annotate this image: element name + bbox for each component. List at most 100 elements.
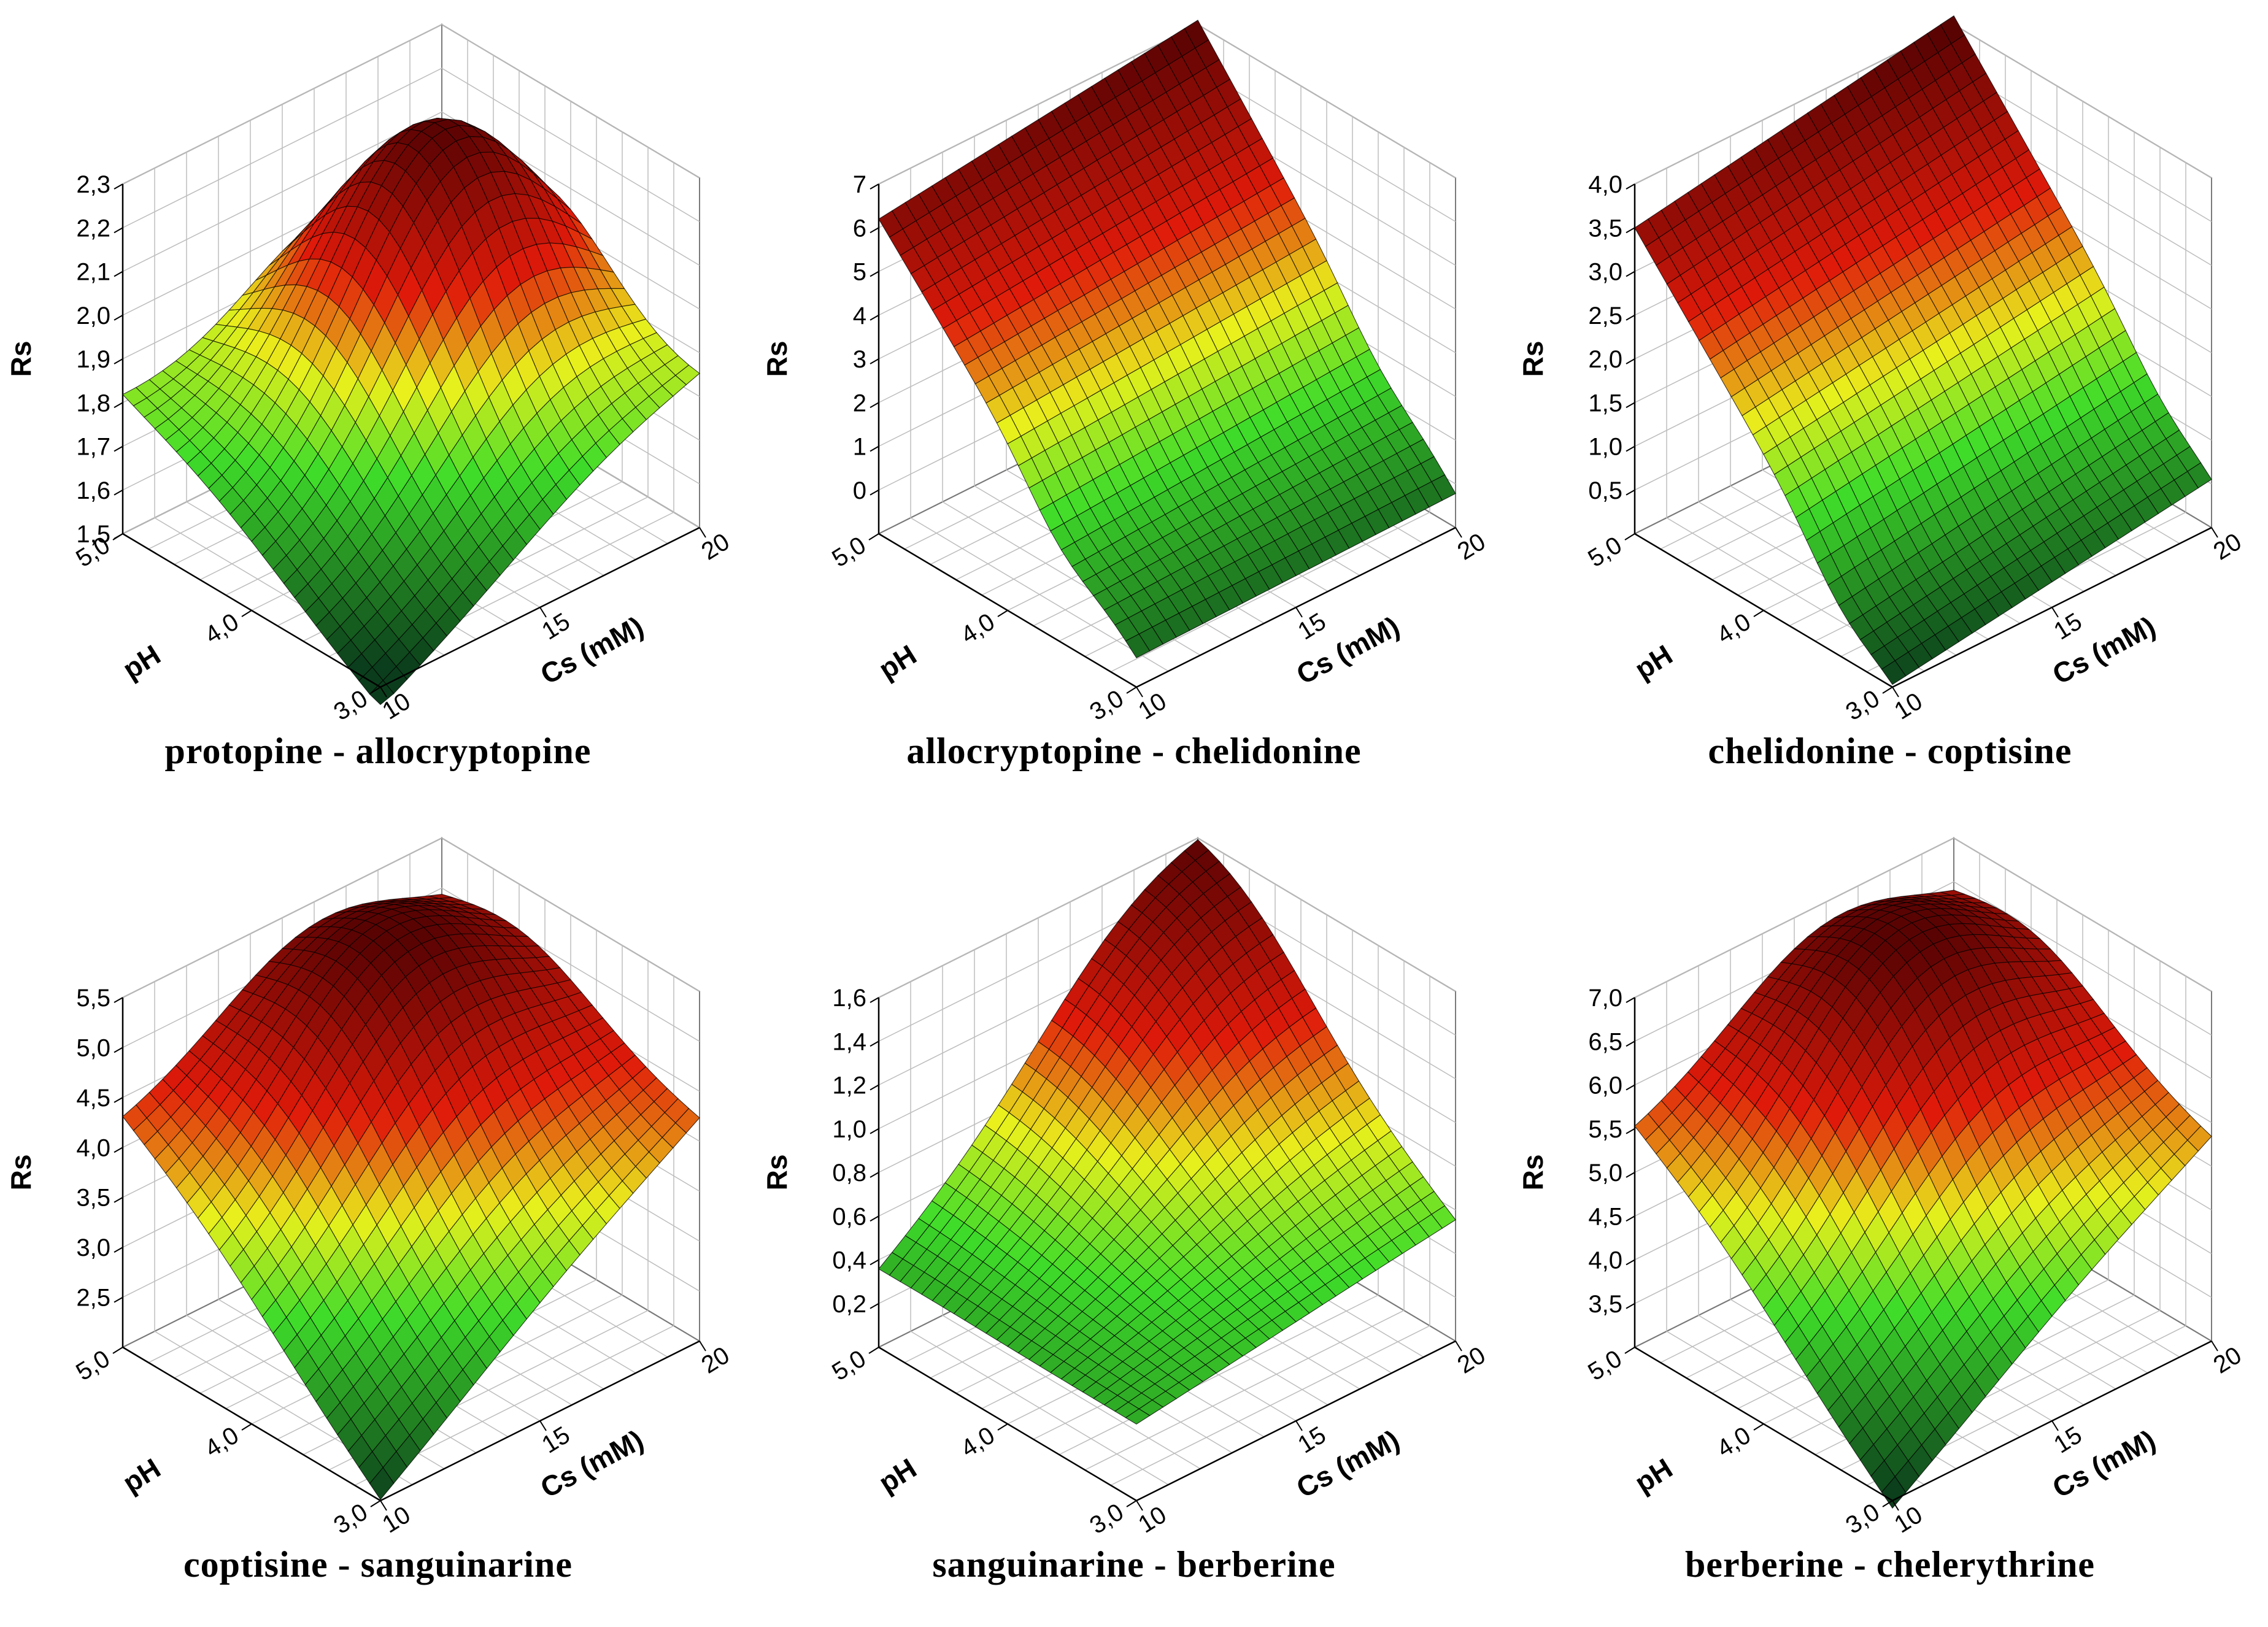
surface-cell <box>369 680 395 706</box>
cs-tick-label: 20 <box>696 1342 734 1379</box>
z-axis: 2,5 3,0 3,5 4,0 4,5 5,0 5,5 Rs <box>5 985 123 1312</box>
surface-panel-6: 3,5 4,0 4,5 5,0 5,5 6,0 6,5 7,0 Rs 3,0 4,0 5,0 pH 10 1… <box>1512 814 2268 1627</box>
z-tick-label: 7,0 <box>1588 985 1622 1012</box>
panel-title: allocryptopine - chelidonine <box>906 731 1362 771</box>
surface-mesh <box>1634 15 2212 685</box>
ph-tick-label: 3,0 <box>1841 1498 1884 1539</box>
z-tick-label: 2 <box>853 390 866 417</box>
cs-tick-label: 20 <box>2208 528 2246 566</box>
ph-tick-label: 3,0 <box>329 685 372 726</box>
ph-tick-label: 3,0 <box>1085 685 1128 726</box>
z-tick-label: 3,0 <box>1588 259 1622 286</box>
z-tick-label: 5,5 <box>76 985 110 1012</box>
cs-tick-label: 10 <box>377 1501 415 1539</box>
cs-tick-label: 15 <box>1293 608 1330 645</box>
z-axis: 0,5 1,0 1,5 2,0 2,5 3,0 3,5 4,0 Rs <box>1517 171 1635 504</box>
cs-tick-label: 15 <box>1293 1421 1330 1459</box>
z-tick-label: 3 <box>853 346 866 373</box>
z-axis-label: Rs <box>5 1155 37 1191</box>
z-tick-label: 4,5 <box>1588 1203 1622 1230</box>
cs-tick-label: 15 <box>537 1421 574 1459</box>
panel-title: berberine - chelerythrine <box>1684 1544 2096 1585</box>
z-tick-label: 3,5 <box>1588 1291 1622 1318</box>
ph-axis-label: pH <box>1629 639 1678 686</box>
panel-title: sanguinarine - berberine <box>932 1544 1336 1585</box>
z-tick-label: 1,5 <box>76 521 110 548</box>
cs-tick-label: 20 <box>1452 1342 1490 1379</box>
z-axis: 3,5 4,0 4,5 5,0 5,5 6,0 6,5 7,0 Rs <box>1517 985 1635 1318</box>
z-tick-label: 5 <box>853 259 866 286</box>
surface-panel-4: 2,5 3,0 3,5 4,0 4,5 5,0 5,5 Rs 3,0 4,0 5,0 pH 10 15 20… <box>0 814 756 1627</box>
cs-tick-label: 20 <box>2208 1342 2246 1379</box>
z-tick-label: 0,5 <box>1588 477 1622 504</box>
cs-tick-label: 10 <box>1889 688 1927 725</box>
z-tick-label: 6 <box>853 215 866 242</box>
z-tick-label: 0,8 <box>832 1160 866 1187</box>
cs-tick-label: 10 <box>1133 1501 1171 1539</box>
surface-panel-5: 0,2 0,4 0,6 0,8 1,0 1,2 1,4 1,6 Rs 3,0 4,0 5,0 pH 10 1… <box>756 814 1512 1627</box>
z-tick-label: 2,5 <box>76 1285 110 1312</box>
surface-panel-1: 1,5 1,6 1,7 1,8 1,9 2,0 2,1 2,2 2,3 Rs 3,0 4,0 5,0 pH… <box>0 0 756 814</box>
z-tick-label: 1 <box>853 434 866 461</box>
z-tick-label: 6,5 <box>1588 1028 1622 1055</box>
z-tick-label: 1,0 <box>1588 434 1622 461</box>
z-tick-label: 2,0 <box>1588 346 1622 373</box>
z-tick-label: 0,6 <box>832 1203 866 1230</box>
panel-title: coptisine - sanguinarine <box>183 1544 573 1585</box>
cs-tick-label: 15 <box>2049 1421 2086 1459</box>
z-tick-label: 1,9 <box>76 346 110 373</box>
cs-tick-label: 15 <box>537 608 574 645</box>
surface-plot: 3,5 4,0 4,5 5,0 5,5 6,0 6,5 7,0 Rs 3,0 4,0 5,0 pH 10 1… <box>1517 837 2247 1539</box>
z-axis-label: Rs <box>5 341 37 377</box>
z-tick-label: 3,5 <box>76 1185 110 1212</box>
ph-axis-label: pH <box>117 1452 166 1499</box>
cs-tick-label: 10 <box>1889 1501 1927 1539</box>
ph-tick-label: 5,0 <box>71 1345 114 1386</box>
surface-cell <box>1881 660 1907 685</box>
surface-mesh <box>1634 890 2212 1509</box>
z-tick-label: 5,0 <box>1588 1160 1622 1187</box>
surface-cell <box>1125 633 1151 659</box>
ph-tick-label: 4,0 <box>1712 608 1755 649</box>
surface-plot: 1,51,61,71,81,92,02,12,22,3Rs3,04,05,0pH… <box>5 23 735 726</box>
ph-tick-label: 5,0 <box>1583 531 1626 572</box>
cs-tick-label: 10 <box>1133 688 1171 725</box>
surface-mesh <box>122 117 700 706</box>
ph-tick-label: 4,0 <box>956 1421 999 1463</box>
surface-panel-3: 0,5 1,0 1,5 2,0 2,5 3,0 3,5 4,0 Rs 3,0 4,0 5,0 pH 10 1… <box>1512 0 2268 814</box>
z-axis: 0 1 2 3 4 5 6 7 Rs <box>761 171 879 504</box>
z-tick-label: 1,6 <box>76 477 110 504</box>
ph-axis-label: pH <box>1629 1452 1678 1499</box>
surface-panel-2: 0 1 2 3 4 5 6 7 Rs 3,0 4,0 5,0 pH 10 15 20 Cs (mM) allocr… <box>756 0 1512 814</box>
surface-cell <box>369 1467 395 1501</box>
surface-mesh <box>878 839 1456 1425</box>
z-tick-label: 1,7 <box>76 434 110 461</box>
surface-cell <box>1881 1475 1907 1509</box>
z-tick-label: 0,2 <box>832 1291 866 1318</box>
ph-tick-label: 4,0 <box>200 608 243 649</box>
z-tick-label: 2,3 <box>76 171 110 198</box>
z-tick-label: 5,0 <box>76 1034 110 1061</box>
z-tick-label: 2,2 <box>76 215 110 242</box>
cs-tick-label: 15 <box>2049 608 2086 645</box>
ph-axis-label: pH <box>873 1452 922 1499</box>
z-tick-label: 1,2 <box>832 1072 866 1099</box>
z-tick-label: 5,5 <box>1588 1116 1622 1143</box>
ph-tick-label: 5,0 <box>1583 1345 1626 1386</box>
z-tick-label: 4,5 <box>76 1085 110 1112</box>
ph-axis-label: pH <box>117 639 166 686</box>
cs-tick-label: 20 <box>1452 528 1490 566</box>
z-axis-label: Rs <box>761 1155 793 1191</box>
z-axis-label: Rs <box>1517 341 1549 377</box>
ph-tick-label: 4,0 <box>956 608 999 649</box>
ph-axis-label: pH <box>873 639 922 686</box>
surface-cell <box>1125 1408 1151 1425</box>
z-tick-label: 0 <box>853 477 866 504</box>
panel-title: chelidonine - coptisine <box>1708 731 2072 771</box>
z-tick-label: 2,1 <box>76 259 110 286</box>
z-axis-label: Rs <box>761 341 793 377</box>
ph-tick-label: 3,0 <box>1085 1498 1128 1539</box>
z-tick-label: 1,5 <box>1588 390 1622 417</box>
z-tick-label: 1,6 <box>832 985 866 1012</box>
